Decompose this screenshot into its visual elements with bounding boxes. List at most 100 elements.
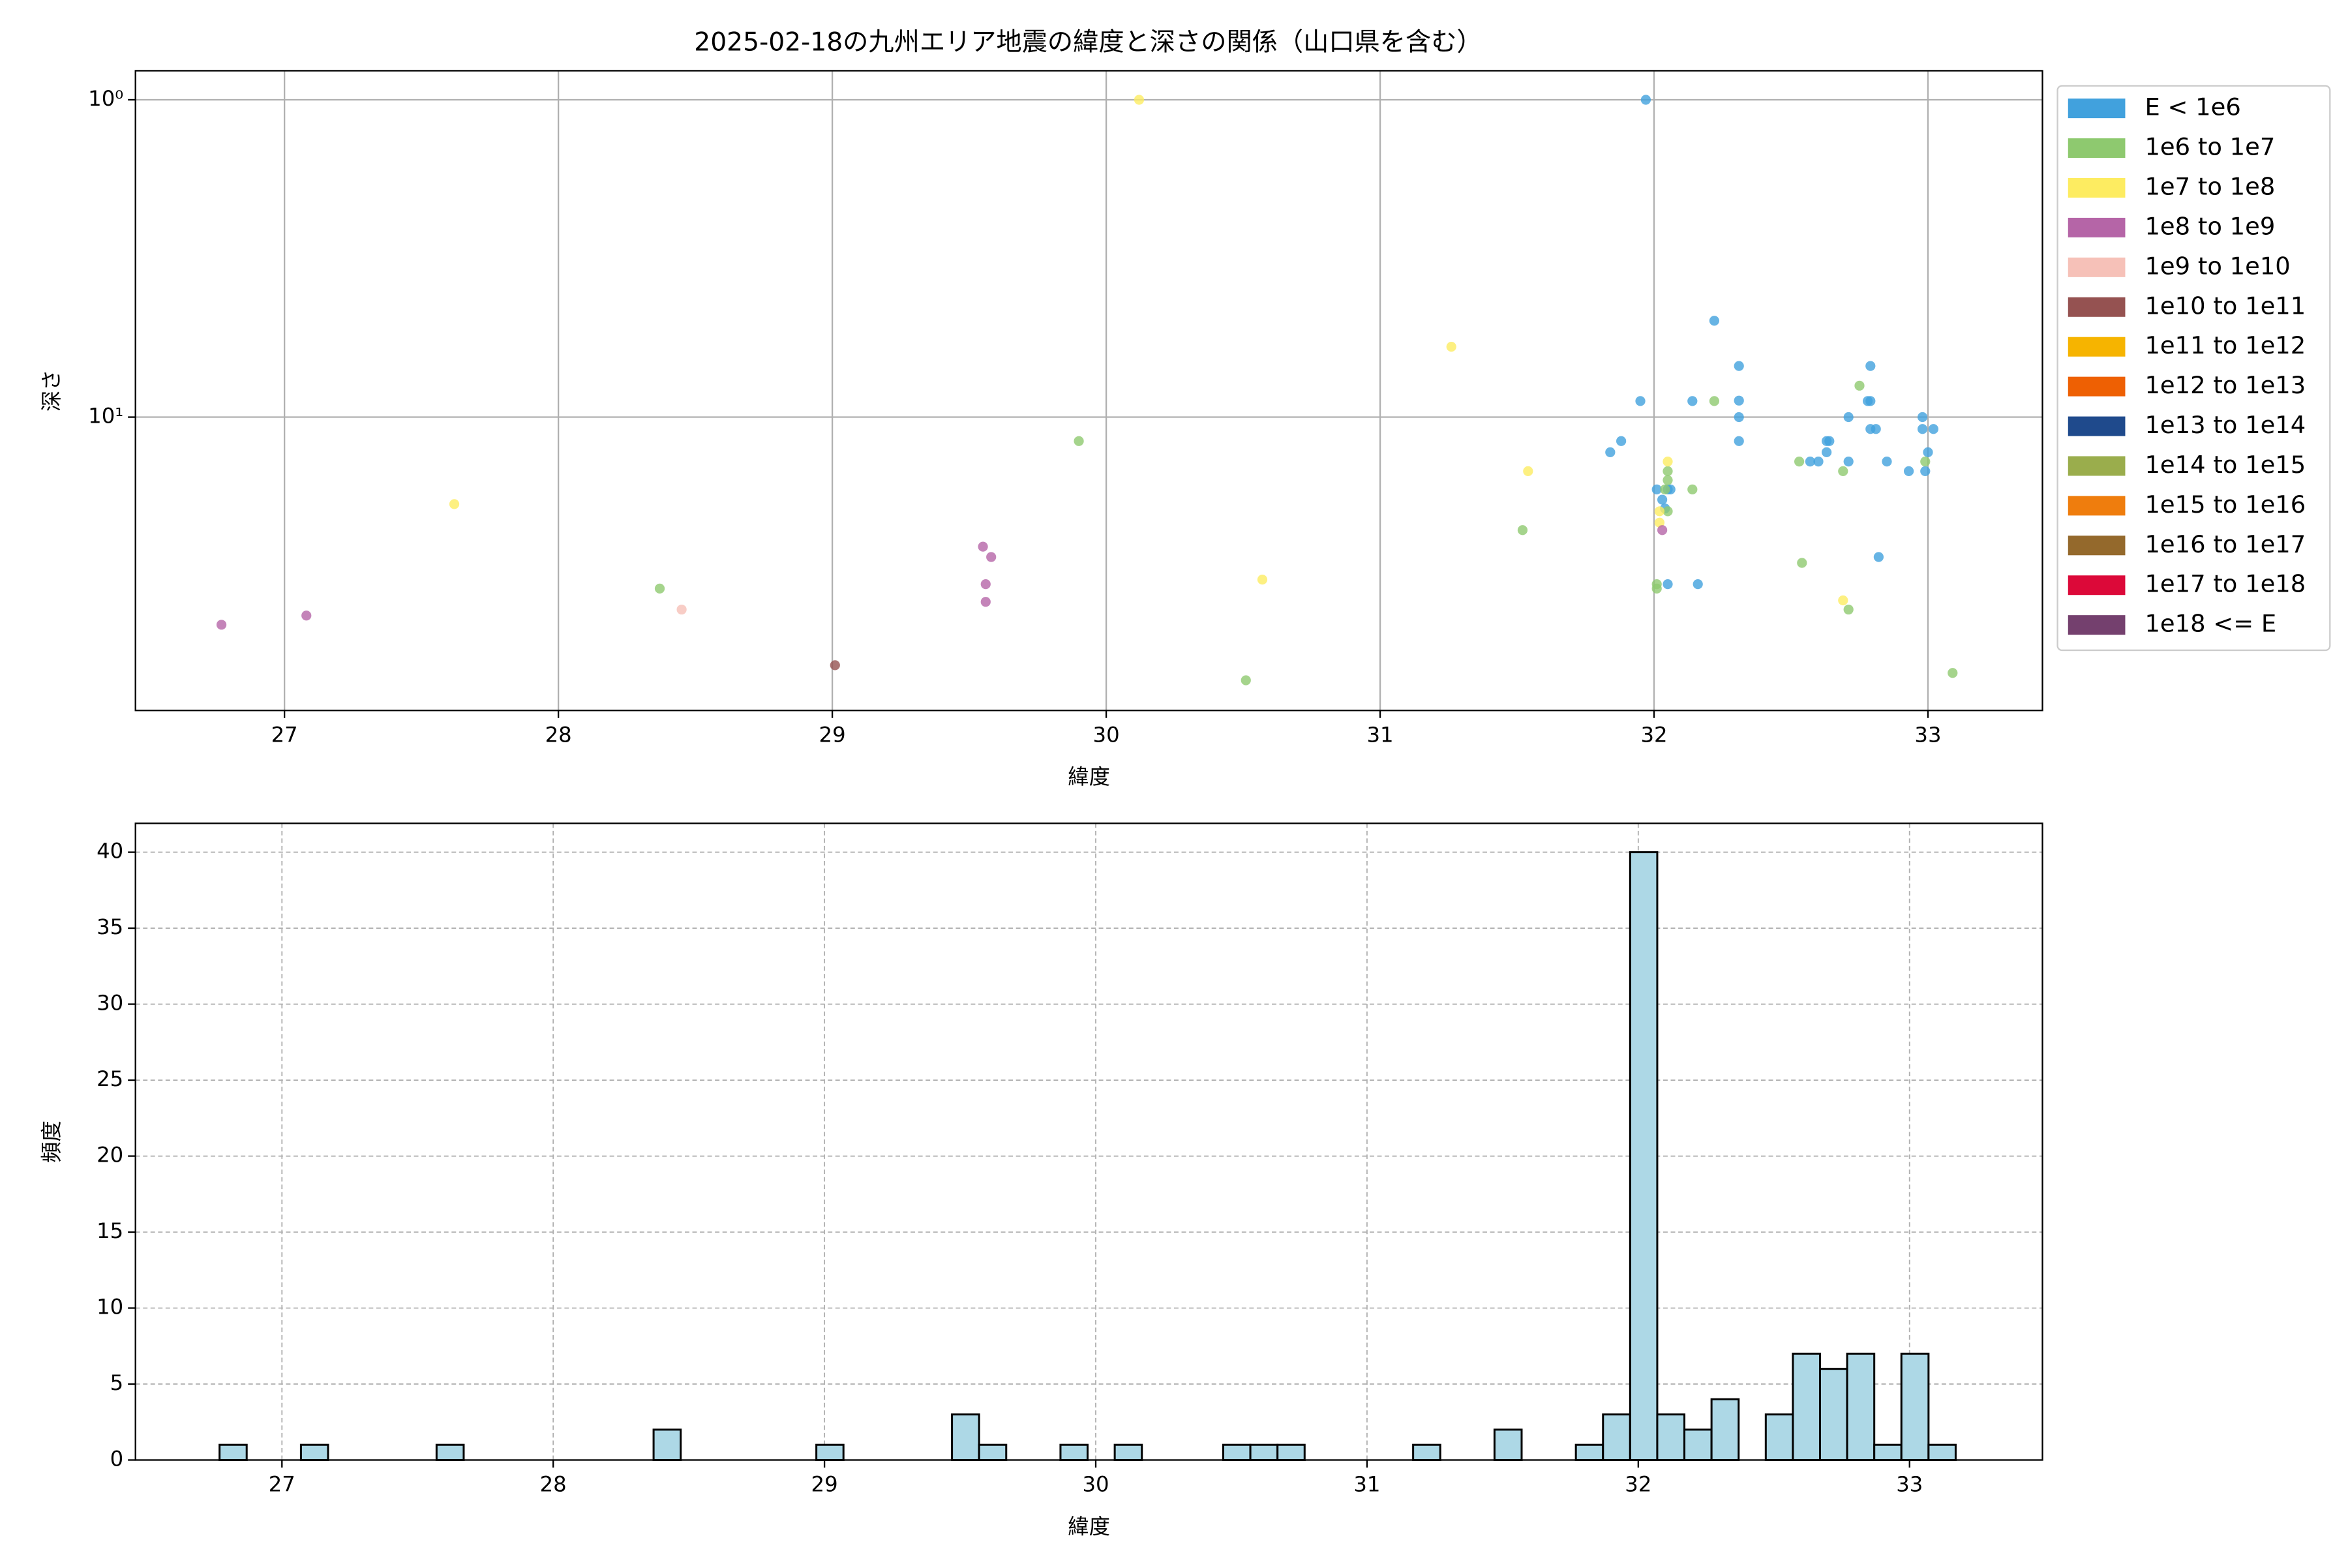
plot-frame (134, 822, 2043, 1461)
point (1843, 412, 1854, 423)
legend-label: 1e16 to 1e17 (2145, 530, 2306, 558)
legend-swatch (2068, 178, 2126, 198)
point (1651, 583, 1662, 594)
bar (1710, 1398, 1740, 1461)
point (1923, 447, 1933, 457)
point (980, 597, 991, 607)
point (449, 499, 460, 509)
bar (1900, 1352, 1930, 1461)
bar (1792, 1352, 1821, 1461)
bar (218, 1443, 248, 1461)
point (1657, 494, 1668, 505)
legend-label: 1e13 to 1e14 (2145, 411, 2306, 439)
legend-swatch (2068, 575, 2126, 596)
point (1917, 424, 1928, 434)
point (1640, 95, 1651, 105)
x-tick-label: 32 (1625, 1472, 1651, 1497)
point (1854, 380, 1865, 391)
chart-title: 2025-02-18の九州エリア地震の緯度と深さの関係（山口県を含む） (694, 27, 1482, 57)
bar (1113, 1443, 1143, 1461)
point (1821, 447, 1832, 457)
x-tick-label: 28 (545, 722, 572, 747)
legend-swatch (2068, 416, 2126, 436)
legend-label: 1e7 to 1e8 (2145, 173, 2275, 201)
x-axis-label: 緯度 (1068, 1514, 1110, 1539)
point (1074, 436, 1084, 446)
legend-label: 1e12 to 1e13 (2145, 371, 2306, 399)
point (1654, 506, 1665, 517)
point (1903, 466, 1914, 476)
point (1657, 525, 1668, 535)
point (1920, 456, 1931, 467)
legend-label: 1e9 to 1e10 (2145, 252, 2290, 280)
x-tick-label: 31 (1366, 722, 1393, 747)
y-tick-label: 0 (110, 1446, 124, 1471)
bar (652, 1428, 682, 1461)
point (1651, 484, 1662, 495)
point (1821, 436, 1832, 446)
legend-label: 1e11 to 1e12 (2145, 331, 2306, 359)
point (1843, 604, 1854, 615)
y-tick-label: 20 (97, 1143, 123, 1168)
x-tick-label: 29 (819, 722, 846, 747)
legend-swatch (2068, 257, 2126, 277)
point (830, 660, 840, 671)
x-tick-label: 33 (1914, 722, 1941, 747)
bar (1276, 1443, 1306, 1461)
point (1865, 361, 1876, 371)
legend-swatch (2068, 615, 2126, 635)
bar (1412, 1443, 1441, 1461)
legend-label: 1e17 to 1e18 (2145, 570, 2306, 598)
point (1805, 456, 1816, 467)
x-tick-label: 27 (269, 1472, 295, 1497)
bar (1249, 1443, 1279, 1461)
legend-label: 1e18 <= E (2145, 610, 2276, 638)
point (1663, 475, 1673, 485)
y-tick-label: 25 (97, 1066, 123, 1091)
point (1663, 456, 1673, 467)
x-tick-label: 28 (540, 1472, 567, 1497)
y-tick-label: 10¹ (88, 404, 123, 429)
point (216, 620, 227, 630)
x-tick-label: 27 (271, 722, 298, 747)
point (1734, 395, 1744, 406)
y-tick-label: 30 (97, 991, 123, 1016)
x-tick-label: 33 (1896, 1472, 1923, 1497)
point (1882, 456, 1892, 467)
y-tick-label: 5 (110, 1370, 124, 1395)
legend-label: 1e14 to 1e15 (2145, 451, 2306, 479)
bar (1222, 1443, 1252, 1461)
point (1663, 506, 1673, 517)
x-tick-label: 30 (1082, 1472, 1109, 1497)
x-tick-label: 29 (811, 1472, 838, 1497)
point (1693, 579, 1703, 590)
point (1734, 361, 1744, 371)
point (1948, 668, 1958, 678)
point (1917, 412, 1928, 423)
point (1734, 436, 1744, 446)
point (676, 604, 687, 615)
point (1523, 466, 1533, 476)
bar (1656, 1413, 1686, 1461)
legend-label: 1e6 to 1e7 (2145, 133, 2275, 161)
bar (1574, 1443, 1604, 1461)
point (1241, 675, 1251, 686)
point (986, 552, 997, 562)
point (1928, 424, 1939, 434)
bar (435, 1443, 465, 1461)
point (1709, 396, 1720, 406)
bar (1873, 1443, 1903, 1461)
point (1446, 341, 1456, 352)
point (654, 583, 665, 594)
legend-swatch (2068, 98, 2126, 119)
legend-swatch (2068, 138, 2126, 158)
x-tick-label: 32 (1640, 722, 1667, 747)
point (1635, 396, 1646, 406)
legend-swatch (2068, 376, 2126, 397)
point (1134, 95, 1145, 105)
bar (1602, 1413, 1631, 1461)
x-tick-label: 31 (1353, 1472, 1380, 1497)
bar (1818, 1368, 1848, 1461)
point (1734, 412, 1744, 423)
